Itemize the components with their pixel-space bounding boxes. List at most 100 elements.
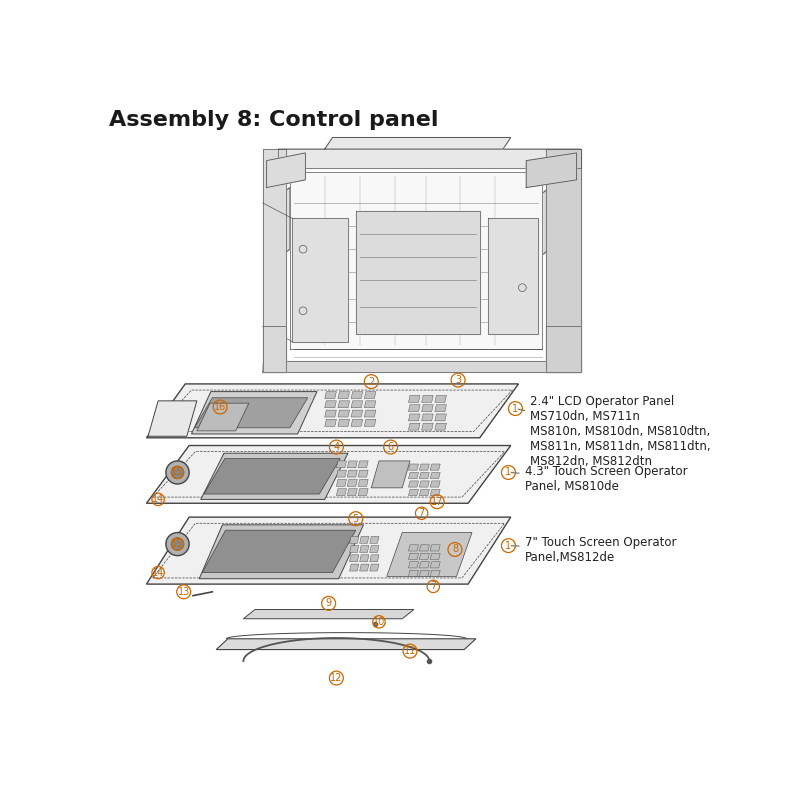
Polygon shape (325, 392, 336, 399)
Polygon shape (146, 517, 510, 584)
Polygon shape (290, 172, 542, 349)
Polygon shape (325, 410, 336, 417)
Polygon shape (370, 555, 379, 561)
Text: 15: 15 (171, 467, 184, 477)
Polygon shape (347, 488, 358, 496)
Text: 7" Touch Screen Operator
Panel,MS812de: 7" Touch Screen Operator Panel,MS812de (511, 535, 676, 564)
Polygon shape (370, 564, 379, 571)
Polygon shape (356, 211, 480, 334)
Text: 17: 17 (431, 496, 443, 507)
Text: 1: 1 (506, 541, 511, 550)
Polygon shape (409, 554, 418, 560)
Text: 9: 9 (326, 599, 332, 608)
Polygon shape (435, 423, 446, 430)
Polygon shape (358, 488, 368, 496)
Circle shape (171, 538, 184, 550)
Polygon shape (360, 546, 369, 553)
Polygon shape (338, 410, 350, 417)
Text: 4.3" Touch Screen Operator
Panel, MS810de: 4.3" Touch Screen Operator Panel, MS810d… (511, 465, 687, 492)
Text: 14: 14 (152, 568, 164, 577)
Polygon shape (325, 419, 336, 427)
Polygon shape (419, 481, 430, 487)
Circle shape (171, 466, 184, 479)
Polygon shape (266, 153, 306, 188)
Polygon shape (364, 392, 376, 399)
Polygon shape (409, 464, 418, 470)
Polygon shape (435, 396, 446, 402)
Polygon shape (419, 554, 430, 560)
Polygon shape (430, 545, 440, 551)
Polygon shape (419, 473, 430, 479)
Polygon shape (199, 525, 363, 579)
Polygon shape (364, 400, 376, 408)
Polygon shape (197, 403, 249, 431)
Text: 16: 16 (214, 402, 226, 412)
Text: 5: 5 (353, 514, 359, 523)
Polygon shape (409, 414, 420, 421)
Polygon shape (546, 326, 581, 373)
Text: 2: 2 (368, 377, 374, 387)
Text: 1: 1 (506, 467, 511, 477)
Polygon shape (430, 473, 440, 479)
Polygon shape (430, 570, 440, 577)
Polygon shape (336, 470, 346, 477)
Text: 2.4" LCD Operator Panel
MS710dn, MS711n
MS810n, MS810dn, MS810dtn,
MS811n, MS811: 2.4" LCD Operator Panel MS710dn, MS711n … (518, 396, 710, 469)
Polygon shape (201, 454, 348, 500)
Polygon shape (338, 392, 350, 399)
Polygon shape (325, 400, 336, 408)
Polygon shape (351, 410, 362, 417)
Text: 7: 7 (418, 508, 425, 519)
Polygon shape (336, 480, 346, 486)
Polygon shape (386, 533, 472, 577)
Text: 12: 12 (330, 673, 342, 683)
Polygon shape (409, 481, 418, 487)
Polygon shape (194, 398, 308, 427)
Polygon shape (370, 536, 379, 543)
Polygon shape (358, 480, 368, 486)
Polygon shape (409, 404, 420, 412)
Polygon shape (371, 461, 410, 488)
Polygon shape (409, 489, 418, 496)
Text: 8: 8 (452, 545, 458, 554)
Polygon shape (262, 149, 286, 373)
Polygon shape (364, 419, 376, 427)
Polygon shape (347, 470, 358, 477)
Polygon shape (409, 545, 418, 551)
Text: 4: 4 (334, 442, 339, 452)
Polygon shape (350, 564, 359, 571)
Polygon shape (351, 392, 362, 399)
Polygon shape (430, 554, 440, 560)
Polygon shape (419, 489, 430, 496)
Text: 14: 14 (152, 494, 164, 504)
Polygon shape (364, 410, 376, 417)
Polygon shape (292, 218, 348, 342)
Polygon shape (358, 470, 368, 477)
Polygon shape (360, 564, 369, 571)
Polygon shape (430, 561, 440, 568)
Polygon shape (422, 423, 434, 430)
Polygon shape (435, 414, 446, 421)
Polygon shape (419, 464, 430, 470)
Polygon shape (347, 461, 358, 468)
Polygon shape (191, 392, 317, 434)
Text: 10: 10 (373, 617, 385, 626)
Circle shape (166, 461, 189, 484)
Polygon shape (350, 555, 359, 561)
Polygon shape (422, 396, 434, 402)
Polygon shape (262, 361, 581, 373)
Polygon shape (360, 536, 369, 543)
Polygon shape (347, 480, 358, 486)
Polygon shape (243, 610, 414, 619)
Polygon shape (422, 404, 434, 412)
Polygon shape (278, 149, 581, 168)
Polygon shape (419, 545, 430, 551)
Text: 6: 6 (387, 442, 394, 452)
Polygon shape (216, 639, 476, 649)
Polygon shape (430, 464, 440, 470)
Polygon shape (146, 384, 518, 438)
Polygon shape (409, 423, 420, 430)
Polygon shape (435, 404, 446, 412)
Polygon shape (338, 419, 350, 427)
Polygon shape (350, 546, 359, 553)
Polygon shape (422, 414, 434, 421)
